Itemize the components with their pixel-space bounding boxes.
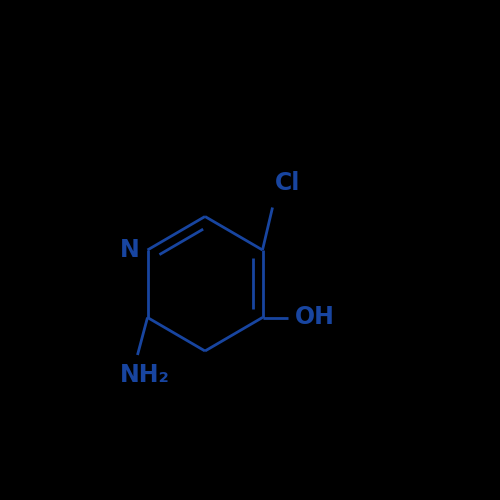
Text: Cl: Cl [275, 171, 300, 195]
Text: OH: OH [295, 306, 335, 330]
Text: NH₂: NH₂ [120, 363, 170, 387]
Text: N: N [120, 238, 140, 262]
